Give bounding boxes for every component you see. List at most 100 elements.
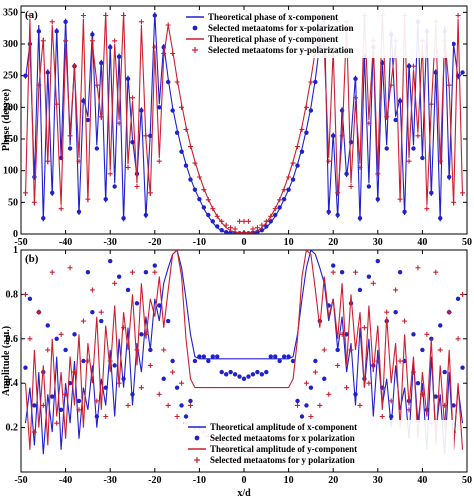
data-point-plus — [295, 402, 301, 408]
data-point-plus — [303, 104, 309, 110]
legend-dot-swatch — [192, 25, 198, 31]
x-tick-label: 10 — [284, 475, 294, 486]
data-point-plus — [406, 407, 412, 413]
panel-a-y-axis-label: Phase (degree) — [1, 89, 12, 151]
data-point-dot — [183, 163, 189, 168]
data-point-plus — [98, 114, 104, 120]
data-point-plus — [72, 369, 78, 375]
data-point-dot — [304, 130, 309, 135]
data-point-plus — [40, 38, 46, 44]
data-point-dot — [143, 212, 149, 218]
data-point-plus — [335, 362, 341, 368]
data-point-plus — [67, 133, 73, 139]
data-point-dot — [76, 209, 82, 215]
data-point-dot — [85, 117, 91, 123]
data-point-plus — [312, 369, 318, 375]
legend-plus-swatch — [192, 47, 198, 53]
data-point-dot — [76, 398, 82, 404]
data-point-dot — [23, 365, 28, 370]
panel-a: (a) Phase (degree) -50-40-30-20-10010203… — [1, 5, 472, 248]
data-point-dot — [125, 76, 131, 82]
x-tick-label: 20 — [328, 475, 338, 486]
data-point-plus — [295, 144, 301, 150]
data-point-plus — [437, 158, 443, 164]
data-point-plus — [76, 158, 82, 164]
data-point-dot — [357, 287, 363, 293]
series-line-2 — [24, 12, 464, 234]
data-point-dot — [281, 196, 287, 202]
data-point-plus — [161, 347, 167, 353]
data-point-dot — [90, 32, 95, 37]
data-point-dot — [308, 385, 314, 390]
data-point-dot — [143, 270, 149, 275]
data-point-dot — [331, 133, 336, 139]
data-point-dot — [393, 117, 398, 123]
x-tick-label: -10 — [193, 237, 206, 248]
data-point-plus — [357, 402, 363, 408]
x-tick-label: 20 — [328, 237, 338, 248]
data-point-dot — [232, 372, 238, 377]
data-point-dot — [273, 354, 278, 359]
panel-b-x-axis-label: x/d — [237, 488, 251, 499]
data-point-plus — [428, 101, 434, 107]
x-tick-label: -10 — [193, 475, 206, 486]
data-point-dot — [388, 414, 394, 419]
data-point-plus — [326, 391, 332, 397]
data-point-dot — [277, 205, 282, 210]
data-point-dot — [241, 376, 247, 381]
data-point-plus — [196, 174, 202, 180]
data-point-dot — [125, 287, 131, 293]
data-point-plus — [245, 218, 251, 224]
data-point-plus — [353, 269, 358, 275]
legend-entry-label: Theoretical phase of x-component — [208, 12, 338, 22]
data-point-dot — [246, 231, 251, 234]
data-point-plus — [272, 206, 278, 212]
data-point-dot — [94, 146, 100, 151]
data-point-plus — [143, 133, 149, 139]
data-point-plus — [94, 82, 100, 88]
panel-a-ticks: -50 -40 -30 -20 -10 0 10 20 30 40 50 0 50 100 150 200 25… — [3, 6, 472, 248]
data-point-plus — [156, 391, 162, 397]
data-point-plus — [183, 127, 189, 132]
data-point-plus — [67, 265, 73, 271]
data-point-dot — [174, 130, 180, 135]
data-point-plus — [433, 269, 439, 275]
data-point-plus — [103, 414, 109, 419]
data-point-plus — [460, 190, 466, 196]
series-line-0 — [24, 250, 464, 455]
data-point-dot — [103, 385, 108, 390]
data-point-dot — [179, 149, 184, 154]
data-point-plus — [406, 158, 412, 164]
data-point-dot — [67, 146, 73, 151]
data-point-dot — [45, 323, 50, 328]
data-point-dot — [152, 263, 157, 268]
data-point-plus — [174, 79, 180, 85]
data-point-plus — [192, 160, 198, 166]
data-point-dot — [54, 29, 59, 34]
data-point-plus — [103, 13, 109, 18]
data-point-dot — [174, 385, 180, 390]
y-tick-label: 100 — [3, 166, 18, 177]
series-line-2 — [24, 250, 464, 450]
data-point-dot — [108, 258, 113, 264]
data-point-plus — [308, 414, 314, 419]
data-point-dot — [411, 146, 416, 151]
data-point-dot — [157, 105, 162, 110]
data-point-dot — [116, 54, 122, 59]
data-point-dot — [148, 133, 153, 139]
data-point-dot — [237, 231, 242, 234]
data-point-dot — [23, 73, 28, 78]
data-point-plus — [165, 402, 171, 408]
data-point-dot — [192, 187, 198, 192]
data-point-dot — [206, 212, 211, 218]
data-point-plus — [58, 331, 64, 337]
data-point-plus — [237, 218, 243, 224]
data-point-plus — [402, 318, 408, 324]
x-tick-label: 50 — [462, 475, 472, 486]
data-point-dot — [304, 403, 309, 408]
y-tick-label: 0.8 — [6, 289, 19, 300]
data-point-dot — [219, 369, 224, 375]
data-point-dot — [402, 209, 407, 215]
data-point-plus — [263, 218, 269, 224]
